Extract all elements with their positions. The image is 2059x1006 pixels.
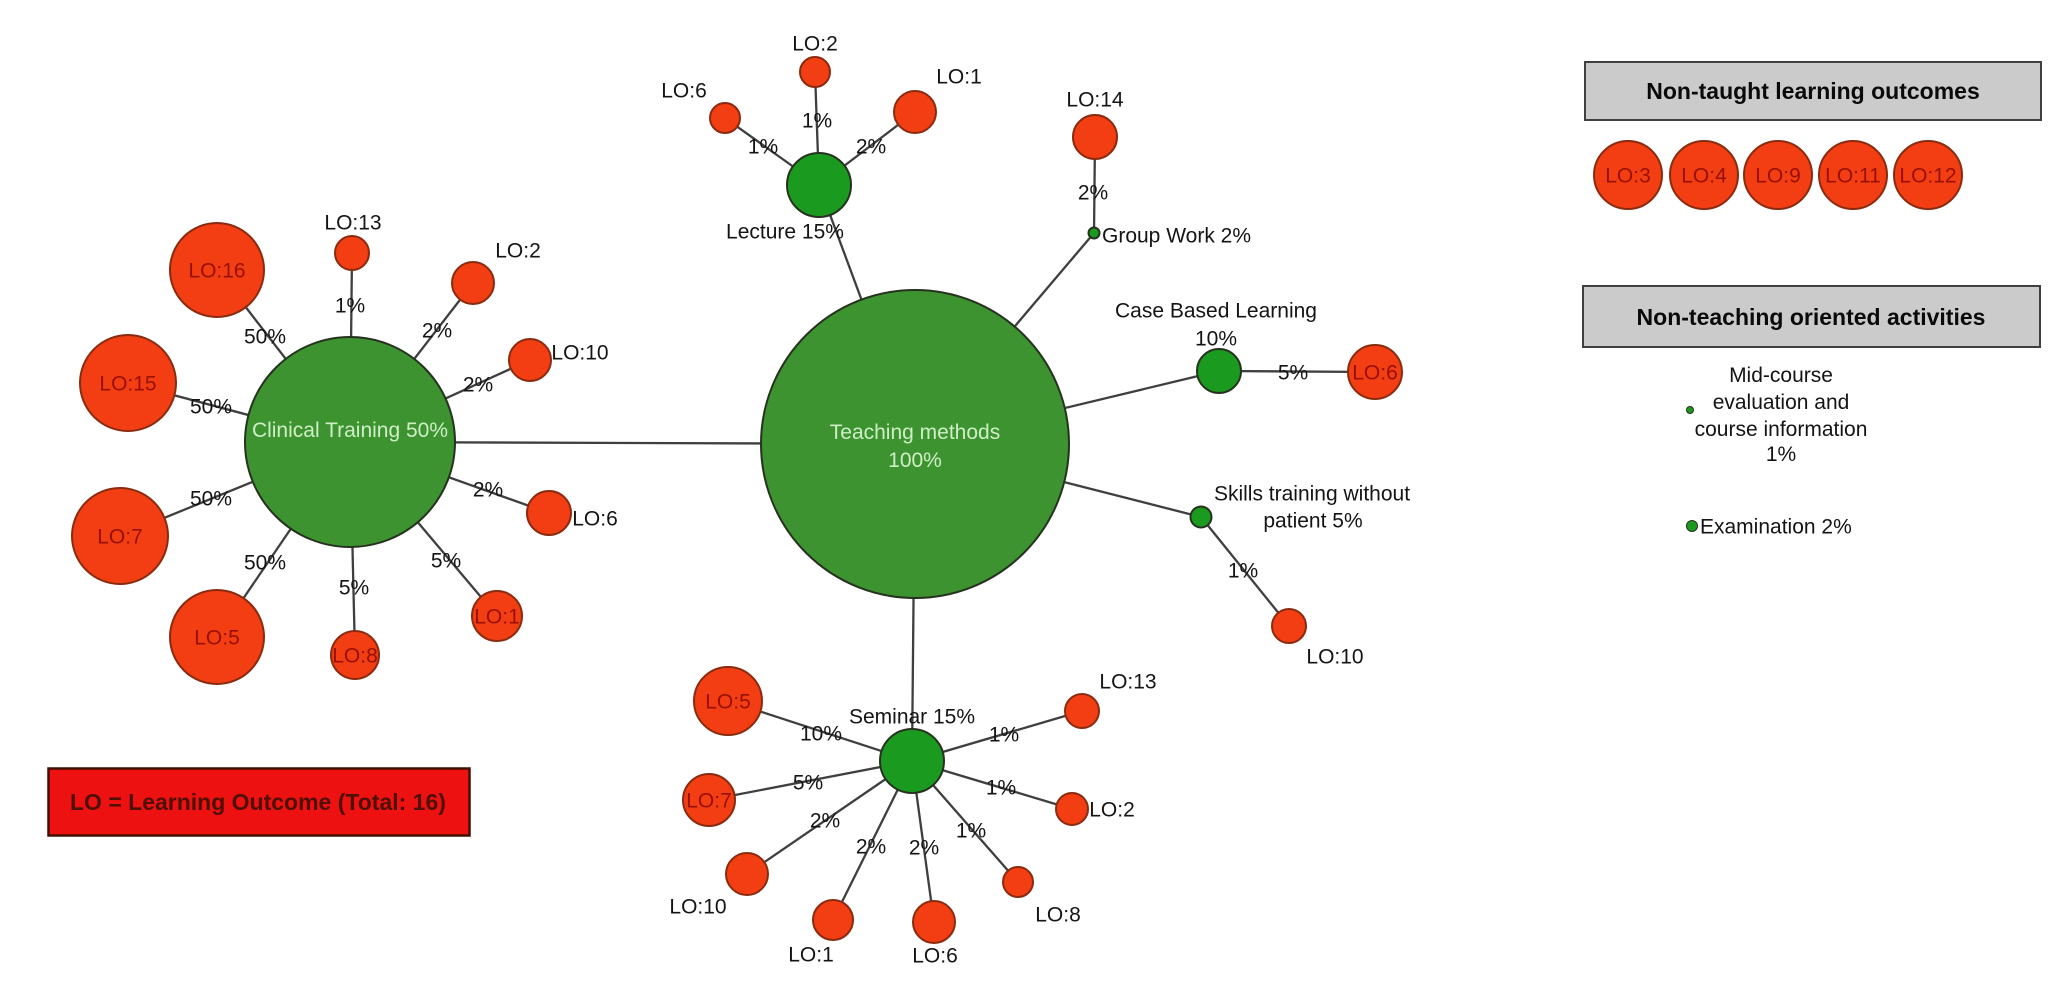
svg-text:2%: 2% [422,320,452,343]
svg-text:LO:2: LO:2 [495,240,541,263]
svg-text:Lecture 15%: Lecture 15% [726,221,844,244]
svg-text:5%: 5% [431,550,461,573]
svg-text:LO:5: LO:5 [194,627,240,650]
svg-text:50%: 50% [244,552,286,575]
svg-text:LO:7: LO:7 [97,526,143,549]
svg-text:10%: 10% [1195,328,1237,351]
svg-text:LO:1: LO:1 [936,66,982,89]
svg-text:LO:6: LO:6 [912,945,958,968]
svg-text:LO:3: LO:3 [1605,165,1651,188]
svg-text:Clinical Training 50%: Clinical Training 50% [252,419,448,442]
svg-text:2%: 2% [463,374,493,397]
svg-text:50%: 50% [190,396,232,419]
svg-text:1%: 1% [956,820,986,843]
svg-text:2%: 2% [909,837,939,860]
svg-text:50%: 50% [190,488,232,511]
svg-text:LO:9: LO:9 [1755,165,1801,188]
svg-text:LO:10: LO:10 [1306,646,1363,669]
svg-text:course information: course information [1695,418,1868,441]
svg-text:Examination 2%: Examination 2% [1700,516,1852,539]
svg-text:Non-teaching oriented activiti: Non-teaching oriented activities [1637,304,1986,330]
svg-text:2%: 2% [856,136,886,159]
svg-text:LO:6: LO:6 [572,508,618,531]
svg-text:5%: 5% [339,577,369,600]
svg-text:50%: 50% [244,326,286,349]
svg-text:LO:2: LO:2 [792,33,838,56]
svg-text:LO:10: LO:10 [551,342,608,365]
svg-text:5%: 5% [1278,362,1308,385]
svg-text:2%: 2% [810,810,840,833]
svg-text:2%: 2% [1078,182,1108,205]
svg-text:Seminar 15%: Seminar 15% [849,706,975,729]
svg-text:Case Based Learning: Case Based Learning [1115,300,1317,323]
svg-text:5%: 5% [793,772,823,795]
svg-text:LO:4: LO:4 [1681,165,1727,188]
svg-text:LO:11: LO:11 [1825,165,1881,188]
svg-text:Non-taught learning outcomes: Non-taught learning outcomes [1646,78,1980,104]
svg-text:1%: 1% [335,295,365,318]
svg-text:Group Work 2%: Group Work 2% [1102,225,1251,248]
svg-text:Skills training without: Skills training without [1214,483,1410,506]
svg-text:LO:6: LO:6 [661,80,707,103]
svg-text:LO:6: LO:6 [1352,362,1398,385]
svg-text:Mid-course: Mid-course [1729,364,1833,387]
svg-text:Teaching methods: Teaching methods [830,421,1000,444]
svg-text:LO:12: LO:12 [1899,165,1956,188]
svg-text:LO:16: LO:16 [188,260,245,283]
svg-text:LO:8: LO:8 [332,645,378,668]
svg-text:LO:13: LO:13 [1099,671,1156,694]
svg-text:1%: 1% [1228,560,1258,583]
svg-text:LO:7: LO:7 [686,790,732,813]
svg-text:1%: 1% [1766,443,1796,466]
svg-text:LO:1: LO:1 [474,606,520,629]
svg-text:2%: 2% [856,836,886,859]
svg-text:LO:2: LO:2 [1089,799,1135,822]
svg-text:LO:10: LO:10 [669,896,726,919]
svg-text:patient 5%: patient 5% [1263,510,1362,533]
svg-text:10%: 10% [800,723,842,746]
svg-text:LO:15: LO:15 [99,373,156,396]
svg-text:LO:1: LO:1 [788,944,834,967]
svg-text:LO:13: LO:13 [324,212,381,235]
svg-text:1%: 1% [989,724,1019,747]
svg-text:LO = Learning Outcome (Total:: LO = Learning Outcome (Total: 16) [70,789,446,815]
svg-text:1%: 1% [986,777,1016,800]
svg-text:LO:5: LO:5 [705,691,751,714]
svg-text:evaluation and: evaluation and [1713,391,1850,414]
svg-text:2%: 2% [473,479,503,502]
svg-text:1%: 1% [802,110,832,133]
svg-text:LO:14: LO:14 [1066,89,1124,112]
svg-text:100%: 100% [888,449,942,472]
svg-text:1%: 1% [748,136,778,159]
svg-text:LO:8: LO:8 [1035,904,1081,927]
